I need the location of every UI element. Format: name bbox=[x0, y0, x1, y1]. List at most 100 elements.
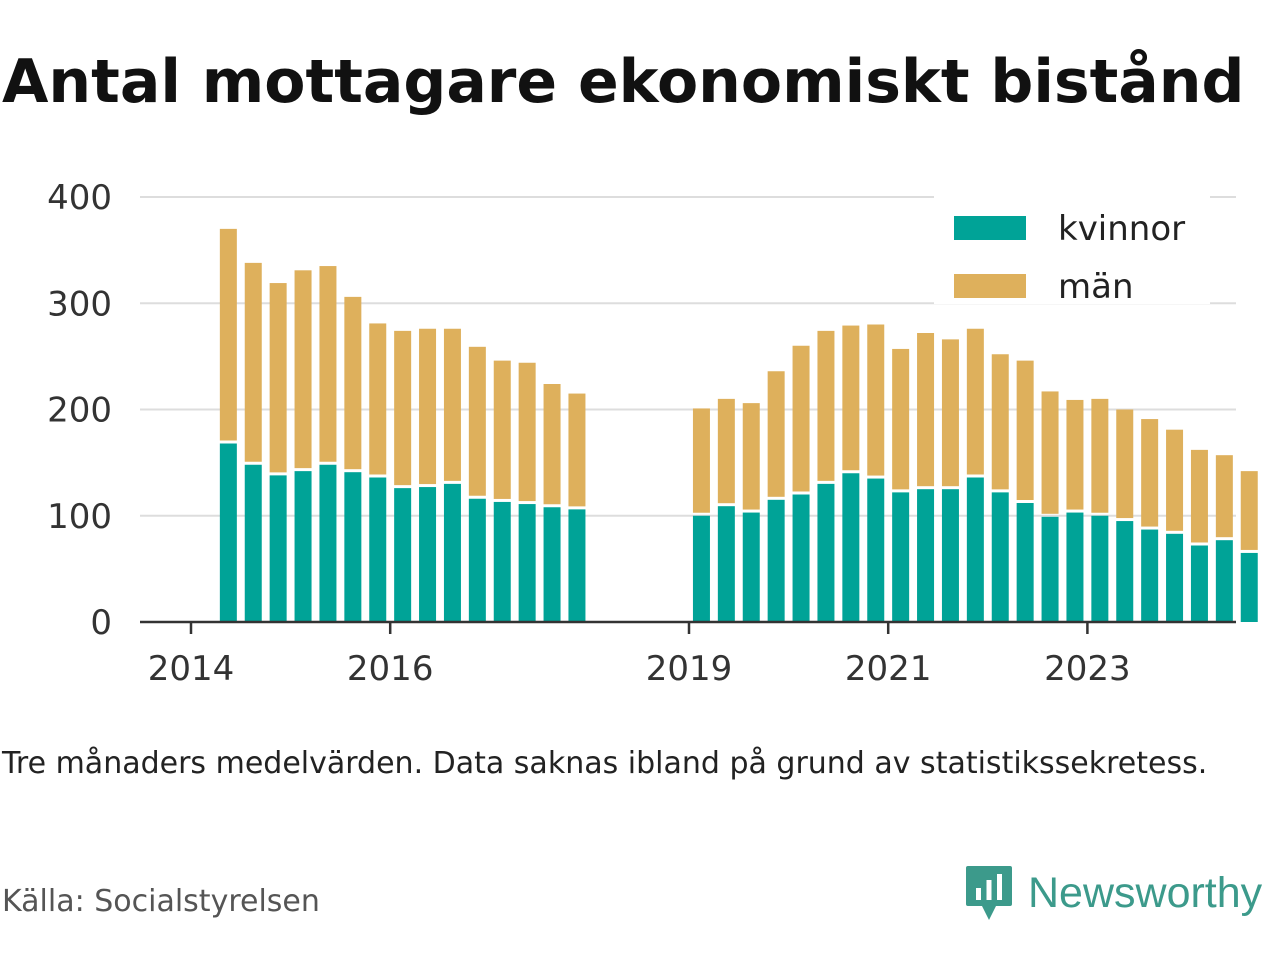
chart-title: Antal mottagare ekonomiskt bistånd bbox=[2, 47, 1245, 117]
x-tick-label: 2019 bbox=[646, 649, 733, 689]
bar-man bbox=[917, 333, 935, 487]
bar-kvinnor bbox=[1190, 545, 1208, 622]
bars bbox=[219, 228, 1258, 622]
stacked-bar-chart: 0 100 200 300 400 2014 2016 2019 2021 2023 kvinno… bbox=[47, 178, 1258, 689]
bar-kvinnor bbox=[219, 443, 237, 622]
bar-kvinnor bbox=[518, 504, 536, 622]
bar-kvinnor bbox=[767, 499, 785, 622]
bar-kvinnor bbox=[817, 483, 835, 622]
y-tick-label: 100 bbox=[47, 497, 112, 537]
bar-man bbox=[319, 266, 337, 462]
bar-man bbox=[767, 371, 785, 497]
bar-man bbox=[1240, 471, 1258, 550]
bar-man bbox=[941, 339, 959, 487]
bar-kvinnor bbox=[568, 509, 586, 622]
bar-kvinnor bbox=[1215, 540, 1233, 622]
x-tick-label: 2014 bbox=[148, 649, 235, 689]
bar-kvinnor bbox=[394, 488, 412, 622]
bar-man bbox=[842, 325, 860, 471]
bar-kvinnor bbox=[244, 464, 262, 622]
y-tick-label: 400 bbox=[47, 178, 112, 218]
bar-kvinnor bbox=[294, 471, 312, 622]
legend-swatch-kvinnor bbox=[954, 216, 1026, 240]
bar-man bbox=[394, 330, 412, 486]
y-tick-label: 0 bbox=[90, 603, 112, 643]
bar-kvinnor bbox=[917, 489, 935, 622]
bar-kvinnor bbox=[1066, 512, 1084, 622]
bar-man bbox=[294, 270, 312, 469]
bar-kvinnor bbox=[742, 512, 760, 622]
bar-kvinnor bbox=[1041, 516, 1059, 622]
bar-kvinnor bbox=[966, 477, 984, 622]
bar-man bbox=[892, 348, 910, 490]
bar-man bbox=[493, 360, 511, 499]
bar-man bbox=[1066, 399, 1084, 510]
bar-kvinnor bbox=[1240, 552, 1258, 622]
legend-label-män: män bbox=[1058, 267, 1134, 307]
bar-man bbox=[568, 393, 586, 507]
bar-man bbox=[468, 346, 486, 496]
bar-man bbox=[1116, 409, 1134, 519]
legend-swatch-män bbox=[954, 274, 1026, 298]
bar-kvinnor bbox=[468, 498, 486, 622]
bar-man bbox=[1041, 391, 1059, 514]
bar-man bbox=[518, 362, 536, 502]
y-tick-label: 300 bbox=[47, 284, 112, 324]
bar-kvinnor bbox=[867, 478, 885, 622]
x-tick-label: 2021 bbox=[845, 649, 932, 689]
bar-man bbox=[867, 324, 885, 476]
bar-man bbox=[543, 384, 561, 505]
bar-man bbox=[269, 283, 287, 473]
bar-kvinnor bbox=[842, 473, 860, 622]
legend-label-kvinnor: kvinnor bbox=[1058, 209, 1185, 249]
bar-kvinnor bbox=[319, 464, 337, 622]
bar-kvinnor bbox=[419, 487, 437, 622]
bar-man bbox=[1141, 419, 1159, 527]
bar-kvinnor bbox=[1091, 515, 1109, 622]
bar-man bbox=[991, 354, 1009, 490]
bar-man bbox=[219, 228, 237, 441]
bar-man bbox=[692, 408, 710, 513]
axes: 0 100 200 300 400 2014 2016 2019 2021 2023 bbox=[47, 178, 1236, 689]
bar-chart-speech-bubble-icon bbox=[966, 866, 1012, 920]
brand-logo: Newsworthy bbox=[964, 864, 1262, 922]
bar-man bbox=[1091, 398, 1109, 513]
bar-man bbox=[742, 403, 760, 510]
brand-name: Newsworthy bbox=[1028, 868, 1263, 917]
bar-man bbox=[1215, 455, 1233, 538]
bar-man bbox=[717, 398, 735, 504]
bar-man bbox=[966, 328, 984, 475]
bar-man bbox=[1166, 429, 1184, 531]
y-tick-label: 200 bbox=[47, 391, 112, 431]
bar-man bbox=[817, 330, 835, 481]
bar-kvinnor bbox=[792, 494, 810, 622]
bar-kvinnor bbox=[269, 475, 287, 622]
bar-kvinnor bbox=[941, 489, 959, 622]
bar-man bbox=[369, 323, 387, 475]
bar-kvinnor bbox=[1116, 521, 1134, 622]
bar-kvinnor bbox=[1141, 529, 1159, 622]
bar-kvinnor bbox=[1016, 503, 1034, 622]
bar-kvinnor bbox=[892, 492, 910, 622]
x-tick-label: 2023 bbox=[1044, 649, 1131, 689]
bar-man bbox=[1190, 449, 1208, 543]
bar-man bbox=[419, 328, 437, 485]
source-label: Källa: Socialstyrelsen bbox=[2, 884, 320, 919]
bar-kvinnor bbox=[369, 477, 387, 622]
bar-kvinnor bbox=[991, 492, 1009, 622]
x-tick-label: 2016 bbox=[347, 649, 434, 689]
bar-kvinnor bbox=[493, 501, 511, 622]
bar-kvinnor bbox=[717, 506, 735, 622]
bar-man bbox=[443, 328, 461, 481]
bar-kvinnor bbox=[1166, 533, 1184, 622]
bar-man bbox=[344, 296, 362, 470]
legend: kvinnor män bbox=[934, 186, 1210, 307]
bar-kvinnor bbox=[344, 472, 362, 622]
bar-man bbox=[1016, 360, 1034, 500]
bar-kvinnor bbox=[543, 507, 561, 622]
bar-kvinnor bbox=[443, 483, 461, 622]
chart-note: Tre månaders medelvärden. Data saknas ib… bbox=[2, 746, 1208, 781]
bar-kvinnor bbox=[692, 515, 710, 622]
bar-man bbox=[244, 262, 262, 462]
bar-man bbox=[792, 345, 810, 492]
